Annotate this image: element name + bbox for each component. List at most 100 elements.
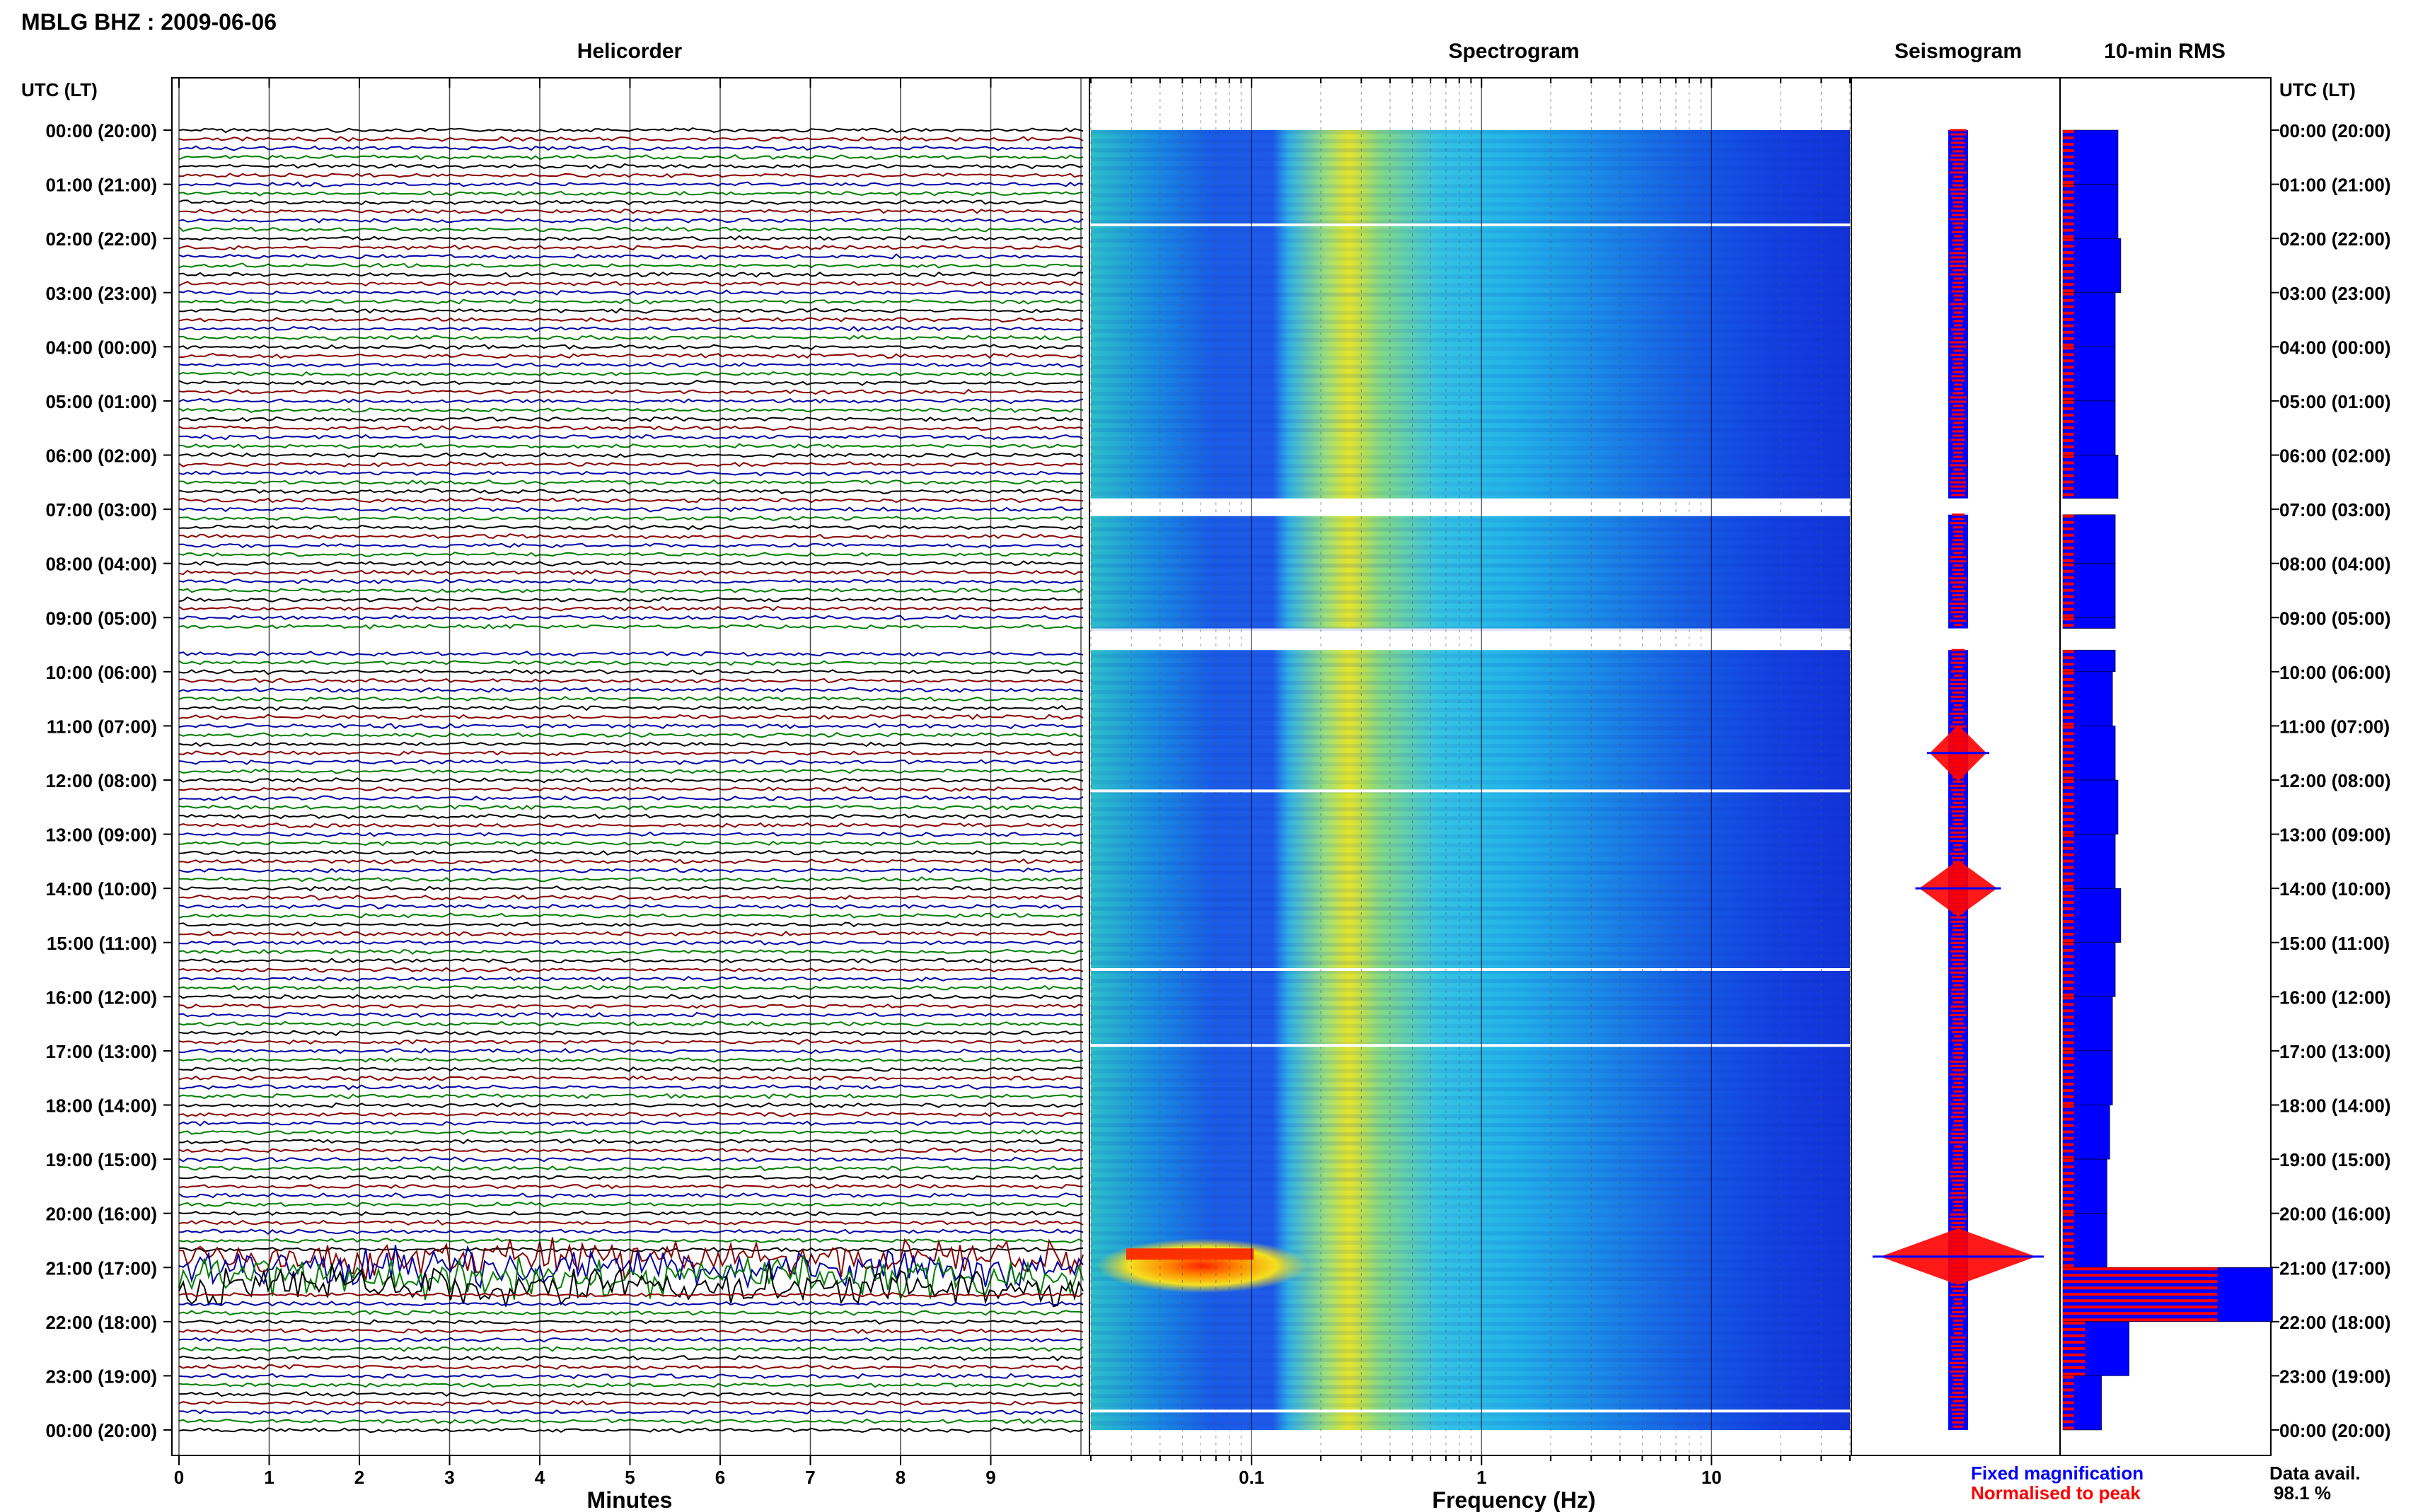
helicorder-row-trace xyxy=(178,235,1084,242)
time-tick-label: 04:00 (00:00) xyxy=(45,337,157,358)
helicorder-row-trace xyxy=(178,795,1084,801)
helicorder-row-trace xyxy=(178,704,1084,711)
helicorder-row-trace xyxy=(178,497,1084,504)
rms-normalised-bar xyxy=(2063,493,2074,496)
rms-normalised-bar xyxy=(2063,156,2074,158)
helicorder-row-trace xyxy=(178,1219,1084,1226)
rms-normalised-bar xyxy=(2063,1334,2086,1337)
rms-normalised-bar xyxy=(2063,245,2074,248)
time-tick-label: 03:00 (23:00) xyxy=(45,283,157,304)
rms-normalised-bar xyxy=(2063,222,2074,226)
time-tick-label: 08:00 (04:00) xyxy=(45,554,157,575)
helicorder-row-trace xyxy=(178,1400,1084,1407)
rms-normalised-bar xyxy=(2063,663,2074,666)
helicorder-row-trace xyxy=(178,452,1084,458)
rms-normalised-bar xyxy=(2063,168,2074,171)
rms-normalised-bar xyxy=(2063,190,2074,194)
helicorder-row-trace xyxy=(178,660,1084,666)
helicorder-row-trace xyxy=(178,388,1084,395)
helicorder-row-trace xyxy=(178,425,1084,431)
rms-normalised-bar xyxy=(2063,343,2074,347)
helicorder-row-trace xyxy=(178,524,1084,530)
helicorder-row-trace xyxy=(178,587,1084,593)
rms-normalised-bar xyxy=(2063,942,2074,946)
rms-normalised-bar xyxy=(2063,1143,2074,1146)
rms-normalised-bar xyxy=(2063,1267,2218,1271)
rms-normalised-bar xyxy=(2063,1057,2074,1060)
rms-normalised-bar xyxy=(2063,1185,2074,1188)
time-tick-label: 12:00 (08:00) xyxy=(45,770,157,791)
helicorder-row-trace xyxy=(178,921,1084,928)
time-tick-label: 09:00 (05:00) xyxy=(45,607,157,629)
minute-tick-label: 7 xyxy=(805,1467,815,1488)
time-tick-label: 23:00 (19:00) xyxy=(2279,1366,2391,1387)
spectrogram-segment xyxy=(1091,514,1850,629)
rms-normalised-bar xyxy=(2063,1388,2074,1392)
rms-normalised-bar xyxy=(2063,445,2074,448)
rms-normalised-bar xyxy=(2063,1318,2218,1322)
helicorder-row-trace xyxy=(178,1418,1084,1424)
helicorder-row-trace xyxy=(178,939,1084,946)
rms-normalised-bar xyxy=(2063,487,2074,490)
time-tick-label: 13:00 (09:00) xyxy=(2279,825,2391,846)
helicorder-row-trace xyxy=(178,1011,1084,1018)
helicorder-row-trace xyxy=(178,867,1084,874)
helicorder-row-trace xyxy=(178,136,1084,143)
data-availability-label: Data avail. xyxy=(2269,1462,2361,1484)
rms-normalised-bar xyxy=(2063,967,2074,971)
rms-normalised-bar xyxy=(2063,650,2074,653)
rms-normalised-bar xyxy=(2063,264,2074,267)
helicorder-row-trace xyxy=(178,1346,1084,1352)
helicorder-row-trace xyxy=(178,298,1084,305)
helicorder-row-trace xyxy=(178,163,1084,170)
helicorder-row-trace xyxy=(178,930,1084,937)
helicorder-row-trace xyxy=(178,308,1084,314)
rms-normalised-bar xyxy=(2063,438,2074,442)
helicorder-row-trace xyxy=(178,281,1084,287)
frequency-tick-label: 1 xyxy=(1476,1467,1486,1488)
rms-normalised-bar xyxy=(2063,1407,2074,1411)
spectrogram-grid xyxy=(1090,78,1851,1455)
helicorder-row-trace xyxy=(178,1291,1084,1298)
minute-axis: 0 1 2 3 4 5 6 7 8 9 xyxy=(174,78,996,1488)
rms-normalised-bar xyxy=(2063,831,2074,834)
rms-normalised-bar xyxy=(2063,283,2074,286)
rms-normalised-bar xyxy=(2063,669,2074,673)
helicorder-row-trace xyxy=(178,1373,1084,1380)
helicorder-row-trace xyxy=(178,127,1084,134)
rms-normalised-bar xyxy=(2063,624,2074,627)
helicorder-row-trace xyxy=(178,1030,1084,1037)
helicorder-row-trace xyxy=(178,397,1084,405)
rms-normalised-bar xyxy=(2063,1219,2074,1223)
time-tick-label: 02:00 (22:00) xyxy=(2279,228,2391,250)
rms-normalised-bar xyxy=(2063,318,2074,321)
rms-normalised-bar xyxy=(2063,812,2074,815)
time-tick-label: 19:00 (15:00) xyxy=(2279,1149,2391,1170)
rms-normalised-bar xyxy=(2063,1204,2074,1207)
helicorder-row-trace xyxy=(178,352,1084,359)
helicorder-row-trace xyxy=(178,696,1084,702)
helicorder-row-trace xyxy=(178,371,1084,377)
helicorder-row-trace xyxy=(178,244,1084,251)
time-tick-label: 18:00 (14:00) xyxy=(2279,1095,2391,1117)
helicorder-row-trace xyxy=(178,876,1084,883)
helicorder-row-trace xyxy=(178,1003,1084,1009)
helicorder-row-trace xyxy=(178,858,1084,865)
helicorder-row-trace xyxy=(179,434,1084,441)
helicorder-row-trace xyxy=(178,1183,1083,1190)
time-tick-label: 00:00 (20:00) xyxy=(2279,120,2391,141)
rms-normalised-bar xyxy=(2063,1076,2074,1079)
helicorder-row-trace xyxy=(178,994,1084,1000)
rms-normalised-bar xyxy=(2063,162,2074,165)
helicorder-row-trace xyxy=(178,1327,1084,1334)
rms-normalised-bar xyxy=(2063,1353,2086,1356)
right-time-axis-label: UTC (LT) xyxy=(2279,79,2356,100)
helicorder-row-trace xyxy=(178,1263,1084,1308)
time-tick-label: 11:00 (07:00) xyxy=(47,716,157,737)
helicorder-row-trace xyxy=(178,1174,1084,1180)
rms-normalised-bar xyxy=(2063,780,2074,783)
rms-normalised-bar xyxy=(2063,455,2074,458)
rms-normalised-bar xyxy=(2063,764,2074,767)
rms-normalised-bar xyxy=(2063,347,2074,350)
time-tick-label: 01:00 (21:00) xyxy=(45,175,157,196)
